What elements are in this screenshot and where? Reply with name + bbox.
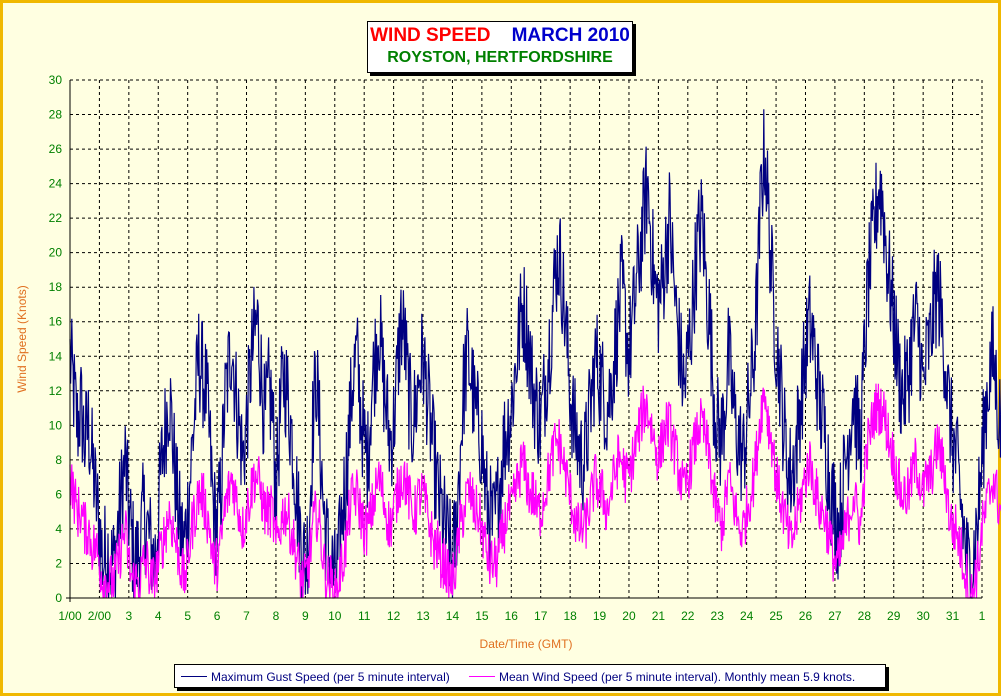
x-tick-label: 14	[446, 609, 460, 623]
x-tick-label: 6	[214, 609, 221, 623]
legend-item-gust: Maximum Gust Speed (per 5 minute interva…	[181, 669, 450, 684]
y-axis-title: Wind Speed (Knots)	[15, 285, 29, 392]
x-tick-label: 1/00	[58, 609, 82, 623]
title-wind-speed: WIND SPEED	[370, 25, 491, 46]
x-tick-labels: 1/00 2/00 3 4 5 6 7 8 9 10 11 12 13 14 15 16 17 18 19 20 21 2…	[58, 609, 985, 623]
x-tick-label: 5	[184, 609, 191, 623]
y-tick-label: 18	[49, 280, 63, 294]
x-tick-label: 19	[593, 609, 607, 623]
y-tick-label: 2	[55, 556, 62, 570]
series-line-gust	[69, 109, 1001, 599]
x-tick-label: 24	[740, 609, 754, 623]
x-tick-label: 12	[387, 609, 401, 623]
y-tick-label: 20	[49, 246, 63, 260]
legend-swatch-gust	[181, 676, 207, 678]
y-tick-label: 30	[49, 73, 63, 87]
x-tick-label: 3	[125, 609, 132, 623]
legend-label-mean: Mean Wind Speed (per 5 minute interval).…	[499, 669, 856, 684]
x-tick-label: 7	[243, 609, 250, 623]
x-tick-label: 13	[416, 609, 430, 623]
x-tick-label: 15	[475, 609, 489, 623]
x-tick-label: 20	[622, 609, 636, 623]
x-tick-label: 29	[887, 609, 901, 623]
x-axis-title: Date/Time (GMT)	[480, 637, 573, 651]
chart-subtitle: ROYSTON, HERTFORDSHIRE	[387, 49, 613, 66]
y-tick-label: 26	[49, 142, 63, 156]
x-tick-label: 8	[273, 609, 280, 623]
y-tick-label: 8	[55, 453, 62, 467]
legend-item-mean: Mean Wind Speed (per 5 minute interval).…	[469, 669, 855, 684]
y-tick-label: 22	[49, 211, 63, 225]
x-tick-label: 28	[858, 609, 872, 623]
legend: Maximum Gust Speed (per 5 minute interva…	[174, 664, 886, 688]
x-tick-label: 26	[799, 609, 813, 623]
title-month: MARCH 2010	[511, 25, 630, 46]
y-tick-label: 12	[49, 384, 63, 398]
x-tick-label: 30	[916, 609, 930, 623]
legend-swatch-mean	[469, 676, 495, 678]
x-tick-label: 25	[769, 609, 783, 623]
x-tick-label: 11	[358, 609, 371, 623]
y-tick-label: 14	[49, 349, 63, 363]
y-tick-label: 10	[49, 418, 63, 432]
x-tick-label: 21	[652, 609, 666, 623]
y-tick-label: 24	[49, 177, 63, 191]
chart-title-box: WIND SPEED MARCH 2010 ROYSTON, HERTFORDS…	[367, 21, 633, 73]
axes	[66, 80, 982, 602]
x-tick-label: 22	[681, 609, 695, 623]
y-tick-label: 28	[49, 108, 63, 122]
x-tick-label: 2/00	[88, 609, 112, 623]
y-tick-label: 0	[55, 591, 62, 605]
x-tick-label: 18	[563, 609, 577, 623]
x-tick-label: 17	[534, 609, 548, 623]
x-tick-label: 9	[302, 609, 309, 623]
x-tick-label: 4	[155, 609, 162, 623]
x-tick-label: 31	[946, 609, 960, 623]
y-tick-label: 16	[49, 315, 63, 329]
x-tick-label: 1	[979, 609, 986, 623]
x-tick-label: 27	[828, 609, 842, 623]
series-layer	[69, 109, 1001, 599]
chart-title: WIND SPEED MARCH 2010	[368, 25, 632, 47]
legend-label-gust: Maximum Gust Speed (per 5 minute interva…	[211, 669, 450, 684]
y-tick-label: 6	[55, 487, 62, 501]
x-tick-label: 16	[505, 609, 519, 623]
x-tick-label: 23	[711, 609, 725, 623]
x-tick-label: 10	[328, 609, 342, 623]
y-tick-label: 4	[55, 522, 62, 536]
series-line-mean	[69, 383, 1001, 599]
